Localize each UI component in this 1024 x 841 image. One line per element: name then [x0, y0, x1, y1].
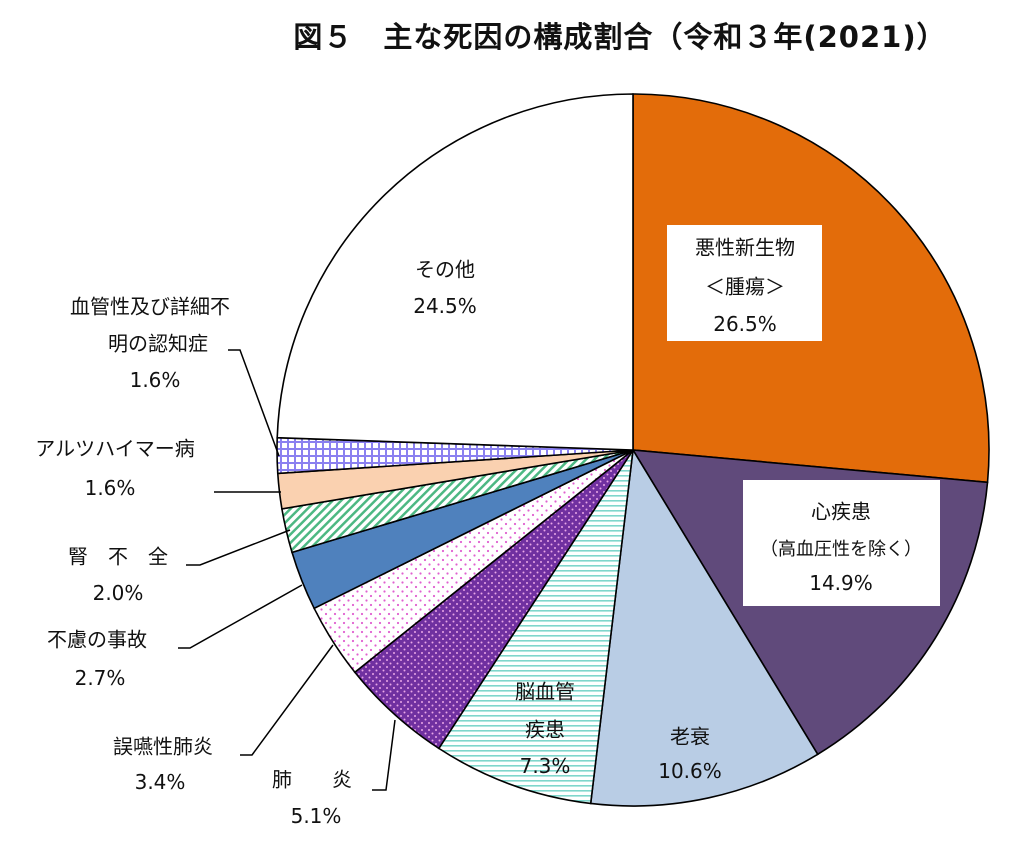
slice-label: （高血圧性を除く）: [760, 539, 922, 560]
slice-label: 肺 炎: [272, 767, 352, 792]
slice-label: 老衰: [670, 724, 710, 749]
slice-label: 血管性及び詳細不: [70, 294, 230, 319]
pie-slice-3: [437, 449, 634, 805]
slice-value-label: 26.5%: [713, 312, 777, 336]
pie-slice-10: [276, 93, 634, 451]
slice-value-label: 2.7%: [74, 666, 126, 690]
chart-title: 図５ 主な死因の構成割合（令和３年(2021)）: [293, 20, 947, 54]
slice-label: ＜腫瘍＞: [705, 274, 785, 299]
slice-value-label: 2.0%: [92, 581, 144, 605]
slice-label: 腎 不 全: [68, 544, 168, 569]
leader-line-aspiration: [240, 644, 334, 756]
slice-label: 脳血管: [515, 679, 575, 704]
heart-label-box: [743, 480, 940, 606]
slice-value-label: 24.5%: [413, 294, 477, 318]
slice-label: 心疾患: [811, 499, 871, 524]
slice-value-label: 5.1%: [290, 804, 342, 828]
slice-label: 誤嚥性肺炎: [113, 734, 213, 759]
slice-label: その他: [415, 257, 475, 282]
slice-value-label: 3.4%: [134, 770, 186, 794]
pie-slice-2: [589, 447, 819, 807]
slice-value-label: 1.6%: [84, 476, 136, 500]
slice-value-label: 14.9%: [809, 571, 873, 595]
slice-label: 悪性新生物: [695, 235, 795, 260]
leader-line-dementia: [228, 349, 280, 457]
leader-line-accident: [178, 584, 303, 649]
slice-value-label: 10.6%: [658, 759, 722, 783]
slice-label: 明の認知症: [108, 331, 208, 356]
leader-line-renal: [186, 529, 291, 566]
leader-lines: [178, 349, 396, 791]
slice-label: 不慮の事故: [47, 627, 147, 652]
neoplasm-label-box: [667, 225, 822, 341]
slice-value-label: 1.6%: [129, 368, 181, 392]
slice-label: アルツハイマー病: [35, 436, 195, 461]
slice-label: 疾患: [525, 717, 565, 742]
slice-value-label: 7.3%: [519, 754, 571, 778]
leader-line-pneumonia: [372, 719, 396, 791]
